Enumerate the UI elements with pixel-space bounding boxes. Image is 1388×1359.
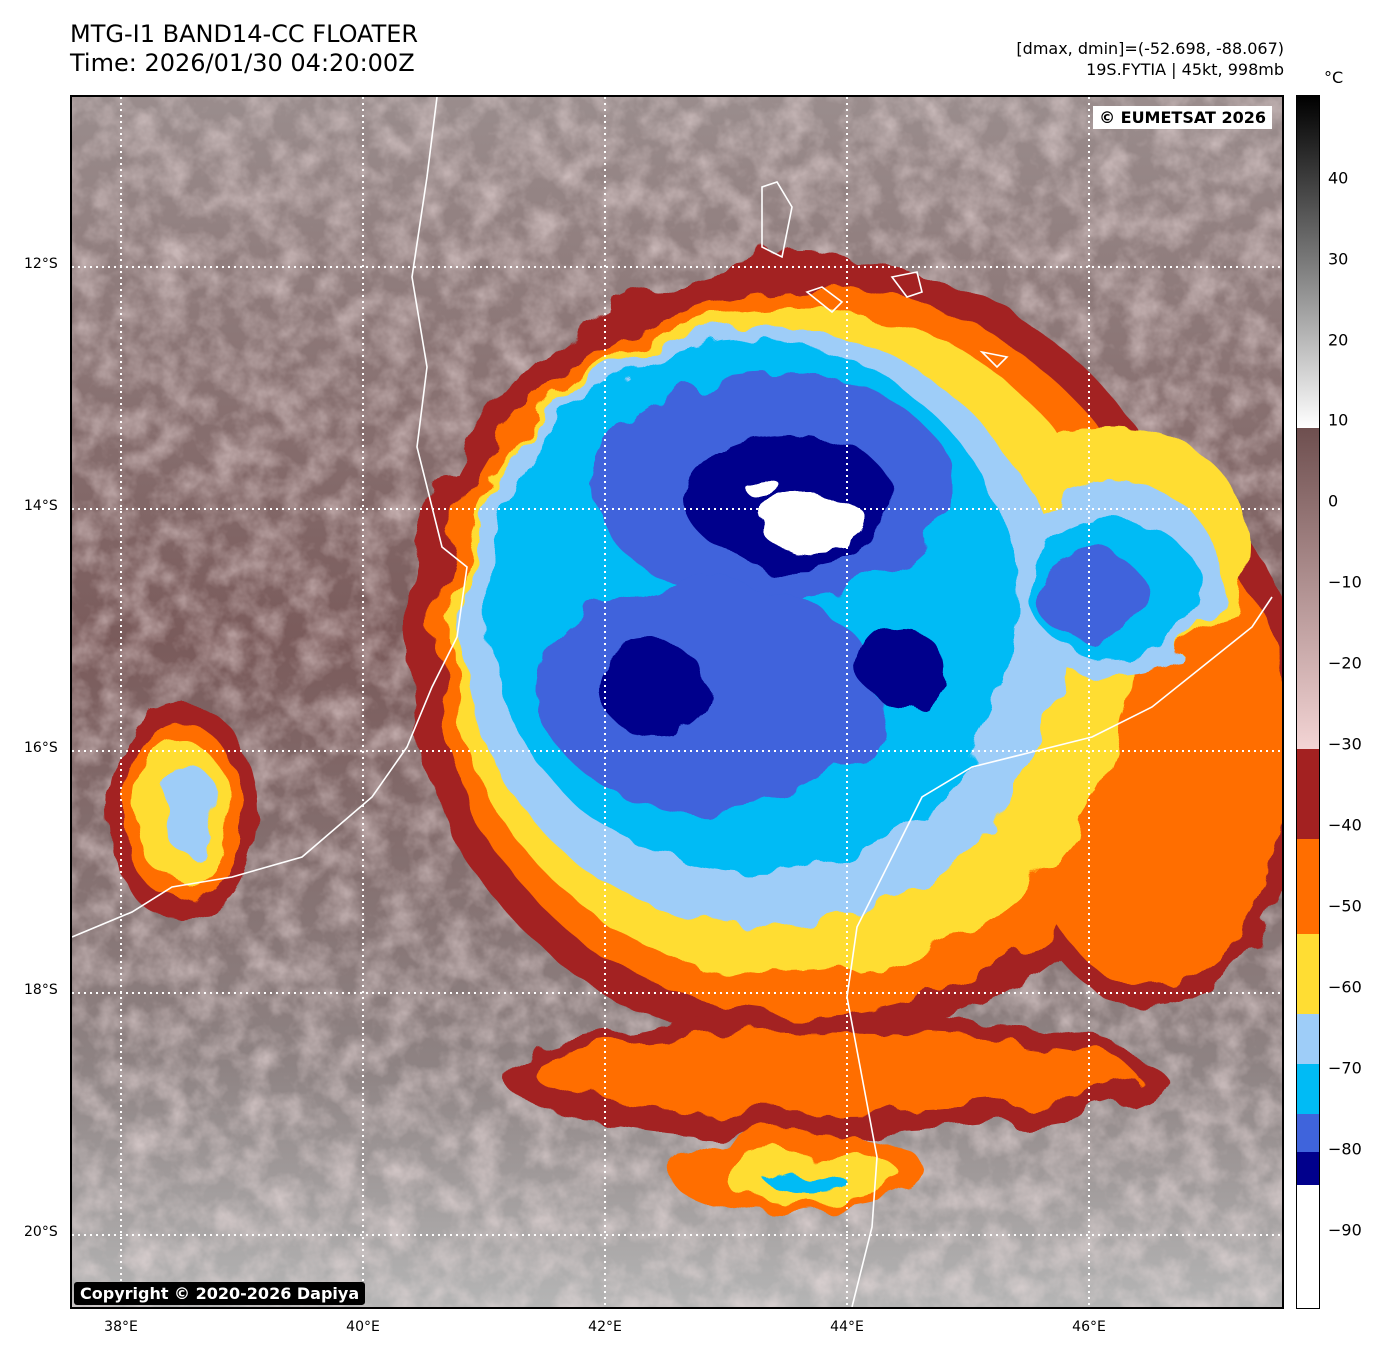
colorbar-gradient xyxy=(1297,96,1319,1308)
lat-label-20s: 20°S xyxy=(24,1224,58,1240)
cbar-tick-minus20: −20 xyxy=(1328,653,1362,673)
lon-label-46e: 46°E xyxy=(1072,1319,1106,1335)
lon-label-42e: 42°E xyxy=(588,1319,622,1335)
satellite-map[interactable]: © EUMETSAT 2026 Copyright © 2020-2026 Da… xyxy=(70,95,1284,1309)
dmax-dmin-range: [dmax, dmin]=(-52.698, -88.067) xyxy=(1016,39,1284,58)
cbar-tick-minus10: −10 xyxy=(1328,572,1362,592)
eumetsat-badge: © EUMETSAT 2026 xyxy=(1093,106,1272,129)
coastlines xyxy=(72,97,1273,1307)
cbar-tick-minus50: −50 xyxy=(1328,896,1362,916)
storm-id-intensity: 19S.FYTIA | 45kt, 998mb xyxy=(1086,60,1284,79)
cbar-tick-minus60: −60 xyxy=(1328,977,1362,997)
lat-label-18s: 18°S xyxy=(24,982,58,998)
cbar-tick-minus80: −80 xyxy=(1328,1139,1362,1159)
cbar-tick-20: 20 xyxy=(1328,330,1349,350)
lon-label-38e: 38°E xyxy=(104,1319,138,1335)
cbar-tick-minus30: −30 xyxy=(1328,734,1362,754)
storm-info: [dmax, dmin]=(-52.698, -88.067) 19S.FYTI… xyxy=(1016,38,1284,80)
cbar-tick-10: 10 xyxy=(1328,410,1349,430)
cbar-tick-0: 0 xyxy=(1328,491,1339,511)
colorbar-unit: °C xyxy=(1324,68,1344,87)
graticule xyxy=(72,97,1282,1307)
lat-label-16s: 16°S xyxy=(24,740,58,756)
cbar-tick-minus70: −70 xyxy=(1328,1058,1362,1078)
cloud-top-bands xyxy=(107,257,1282,1212)
title-line-1: MTG-I1 BAND14-CC FLOATER xyxy=(70,20,419,48)
coldest-tops xyxy=(757,494,867,550)
cbar-tick-minus40: −40 xyxy=(1328,815,1362,835)
lon-label-44e: 44°E xyxy=(830,1319,864,1335)
title-line-2: Time: 2026/01/30 04:20:00Z xyxy=(70,49,415,77)
cbar-tick-minus90: −90 xyxy=(1328,1220,1362,1240)
chart-title: MTG-I1 BAND14-CC FLOATER Time: 2026/01/3… xyxy=(70,20,418,78)
colorbar xyxy=(1296,95,1320,1309)
cbar-tick-30: 30 xyxy=(1328,249,1349,269)
lat-label-12s: 12°S xyxy=(24,256,58,272)
cbar-tick-40: 40 xyxy=(1328,168,1349,188)
map-imagery xyxy=(72,97,1282,1307)
lat-label-14s: 14°S xyxy=(24,498,58,514)
lon-label-40e: 40°E xyxy=(346,1319,380,1335)
copyright-badge: Copyright © 2020-2026 Dapiya xyxy=(74,1282,366,1305)
